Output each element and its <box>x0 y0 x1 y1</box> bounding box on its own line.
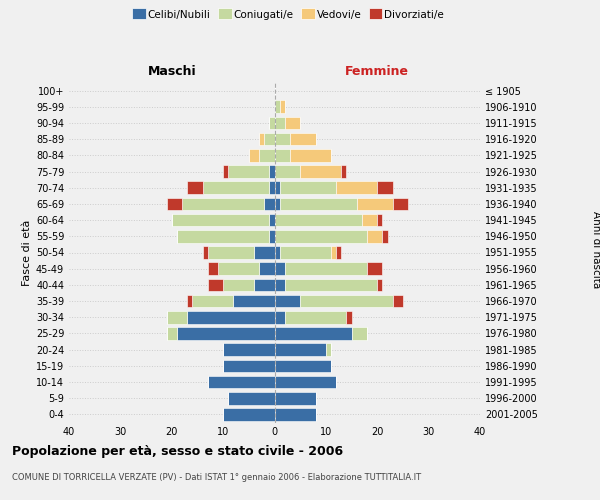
Bar <box>367 230 382 242</box>
Bar <box>331 246 336 259</box>
Bar <box>382 230 388 242</box>
Bar <box>275 392 316 404</box>
Bar <box>377 182 392 194</box>
Bar <box>326 344 331 356</box>
Bar <box>275 376 336 388</box>
Bar <box>275 149 290 162</box>
Bar <box>228 165 269 178</box>
Bar <box>392 198 408 210</box>
Bar <box>203 182 269 194</box>
Bar <box>280 182 336 194</box>
Bar <box>208 262 218 275</box>
Bar <box>254 278 275 291</box>
Bar <box>228 392 275 404</box>
Bar <box>187 295 193 308</box>
Bar <box>264 133 275 145</box>
Bar <box>259 262 275 275</box>
Bar <box>285 311 346 324</box>
Bar <box>193 295 233 308</box>
Bar <box>275 133 290 145</box>
Bar <box>356 198 392 210</box>
Bar <box>223 360 275 372</box>
Bar <box>269 165 275 178</box>
Bar <box>269 182 275 194</box>
Bar <box>254 246 275 259</box>
Bar <box>377 278 382 291</box>
Bar <box>275 408 316 420</box>
Bar <box>167 198 182 210</box>
Bar <box>275 182 280 194</box>
Bar <box>341 165 346 178</box>
Bar <box>218 262 259 275</box>
Bar <box>223 344 275 356</box>
Bar <box>285 116 300 130</box>
Bar <box>336 182 377 194</box>
Bar <box>275 100 280 113</box>
Bar <box>285 278 377 291</box>
Bar <box>352 327 367 340</box>
Bar <box>187 311 275 324</box>
Bar <box>167 327 177 340</box>
Bar <box>275 214 362 226</box>
Bar <box>275 295 300 308</box>
Bar <box>177 327 275 340</box>
Text: COMUNE DI TORRICELLA VERZATE (PV) - Dati ISTAT 1° gennaio 2006 - Elaborazione TU: COMUNE DI TORRICELLA VERZATE (PV) - Dati… <box>12 472 421 482</box>
Bar <box>223 408 275 420</box>
Bar <box>172 214 269 226</box>
Bar <box>300 165 341 178</box>
Bar <box>275 230 367 242</box>
Bar <box>275 246 280 259</box>
Bar <box>203 246 208 259</box>
Bar <box>290 149 331 162</box>
Bar <box>249 149 259 162</box>
Bar <box>280 100 285 113</box>
Bar <box>264 198 275 210</box>
Bar <box>187 182 203 194</box>
Bar <box>208 278 223 291</box>
Bar <box>275 278 285 291</box>
Bar <box>167 311 187 324</box>
Bar <box>275 360 331 372</box>
Bar <box>346 311 352 324</box>
Bar <box>182 198 264 210</box>
Bar <box>223 278 254 291</box>
Bar <box>275 311 285 324</box>
Text: Femmine: Femmine <box>345 64 409 78</box>
Text: Maschi: Maschi <box>148 64 196 78</box>
Bar <box>269 230 275 242</box>
Bar <box>290 133 316 145</box>
Bar <box>223 165 228 178</box>
Bar <box>275 327 352 340</box>
Bar <box>259 133 264 145</box>
Bar <box>275 262 285 275</box>
Bar <box>275 198 280 210</box>
Bar <box>336 246 341 259</box>
Text: Anni di nascita: Anni di nascita <box>591 212 600 288</box>
Bar <box>392 295 403 308</box>
Bar <box>233 295 275 308</box>
Bar <box>259 149 275 162</box>
Bar <box>177 230 269 242</box>
Bar <box>208 246 254 259</box>
Bar <box>275 344 326 356</box>
Bar <box>377 214 382 226</box>
Bar <box>362 214 377 226</box>
Bar <box>300 295 392 308</box>
Bar <box>208 376 275 388</box>
Bar <box>285 262 367 275</box>
Bar <box>280 246 331 259</box>
Legend: Celibi/Nubili, Coniugati/e, Vedovi/e, Divorziati/e: Celibi/Nubili, Coniugati/e, Vedovi/e, Di… <box>130 8 446 22</box>
Bar <box>275 165 300 178</box>
Text: Popolazione per età, sesso e stato civile - 2006: Popolazione per età, sesso e stato civil… <box>12 445 343 458</box>
Bar <box>269 116 275 130</box>
Bar <box>275 116 285 130</box>
Bar <box>280 198 356 210</box>
Bar <box>367 262 382 275</box>
Bar <box>269 214 275 226</box>
Y-axis label: Fasce di età: Fasce di età <box>22 220 32 286</box>
